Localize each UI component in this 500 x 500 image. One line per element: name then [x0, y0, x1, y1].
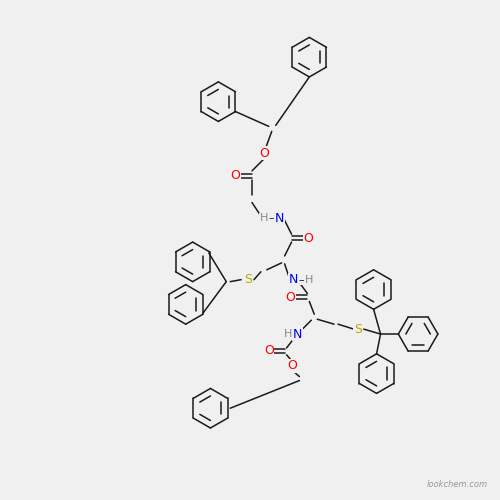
Text: H: H [305, 274, 314, 284]
Text: S: S [244, 273, 252, 286]
Text: O: O [288, 359, 298, 372]
Text: S: S [354, 322, 362, 336]
Text: O: O [264, 344, 274, 358]
Text: N: N [289, 273, 298, 286]
Text: O: O [286, 291, 296, 304]
Text: H: H [260, 214, 268, 224]
Text: O: O [304, 232, 314, 244]
Text: O: O [259, 146, 269, 160]
Text: O: O [230, 170, 240, 182]
Text: lookchem.com: lookchem.com [426, 480, 488, 490]
Text: –: – [298, 274, 304, 284]
Text: H: H [284, 329, 292, 339]
Text: –: – [269, 214, 274, 224]
Text: N: N [293, 328, 302, 340]
Text: N: N [275, 212, 284, 225]
